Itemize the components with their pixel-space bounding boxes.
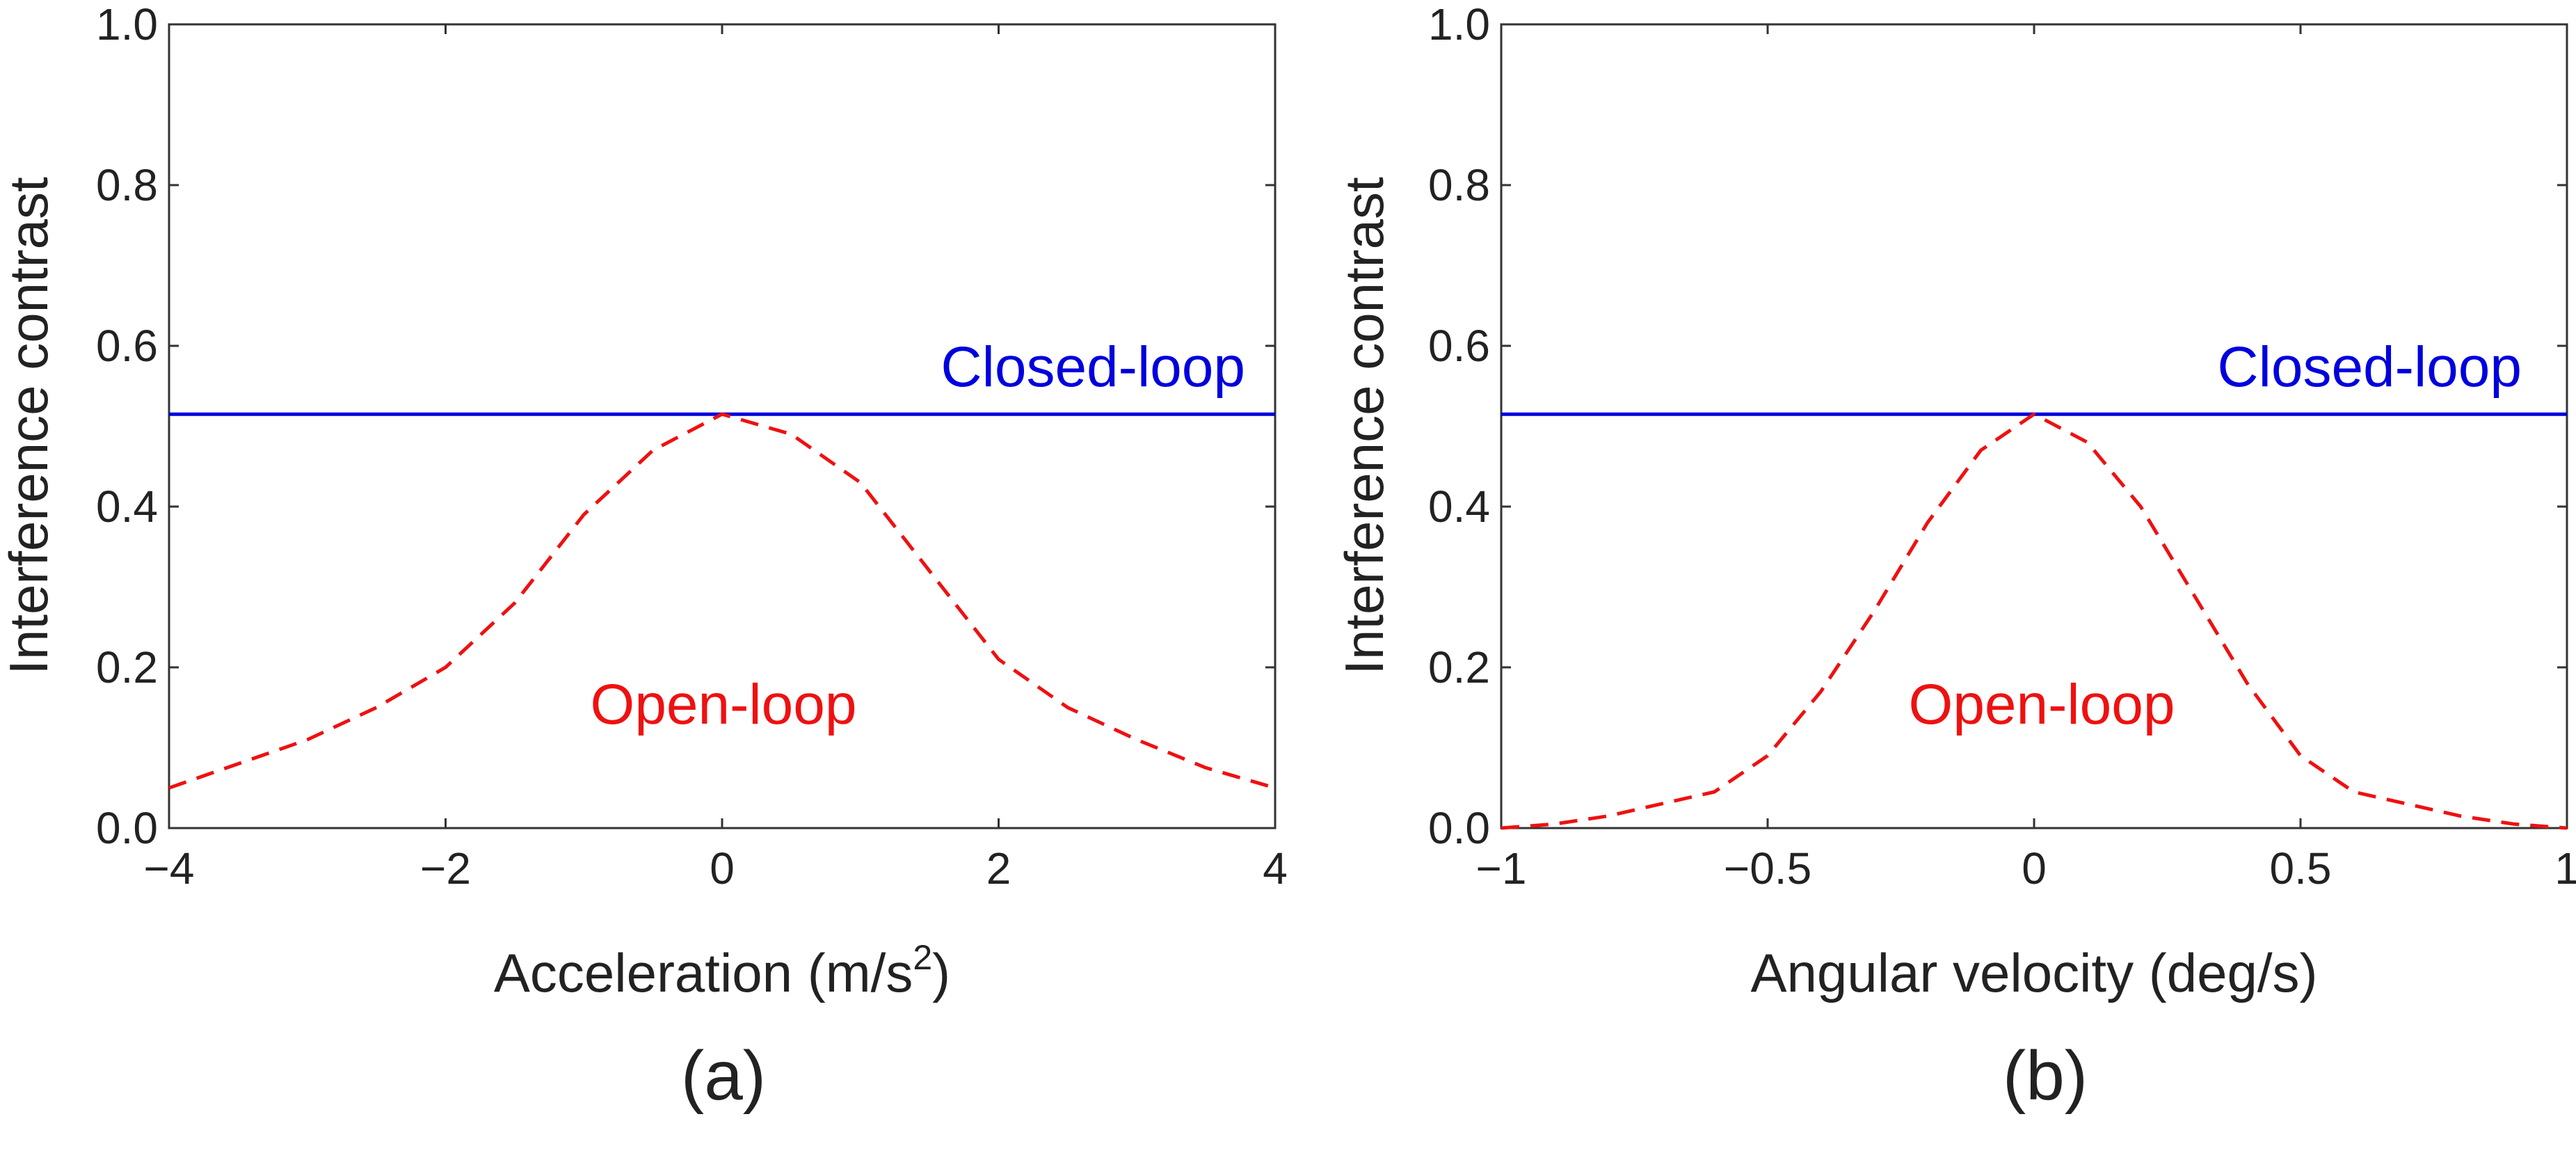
panel-b-label: (b) bbox=[2003, 1037, 2088, 1115]
panel-b-open-loop-label: Open-loop bbox=[1909, 673, 2175, 736]
panel-a-open-loop-line bbox=[168, 412, 1276, 790]
panel-a-y-axis-title: Interference contrast bbox=[0, 177, 59, 675]
panel-a-y-tick-label: 0.2 bbox=[96, 642, 158, 692]
panel-b-ticks: −1 −0.5 0 0.5 1 0.0 0.2 0.4 0.6 0.8 1.0 bbox=[1428, 0, 2576, 893]
panel-b-y-tick-label: 0.6 bbox=[1428, 321, 1490, 371]
panel-b-x-tick-label: −1 bbox=[1476, 843, 1527, 893]
panel-b: −1 −0.5 0 0.5 1 0.0 0.2 0.4 0.6 0.8 1.0 Closed-loo… bbox=[1334, 0, 2576, 1115]
panel-a-y-tick-label: 0.8 bbox=[96, 160, 158, 210]
panel-b-open-loop-line bbox=[1501, 412, 2568, 830]
panel-a-x-tick-label: −4 bbox=[144, 843, 195, 893]
panel-a-ticks: −4 −2 0 2 4 0.0 0.2 0.4 0.6 0.8 1.0 bbox=[96, 0, 1288, 893]
panel-b-y-axis-title: Interference contrast bbox=[1334, 177, 1395, 675]
panel-b-y-tick-label: 0.2 bbox=[1428, 642, 1490, 692]
panel-b-x-tick-label: 0.5 bbox=[2270, 843, 2332, 893]
panel-b-y-tick-label: 1.0 bbox=[1428, 0, 1490, 49]
panel-b-x-tick-label: 0 bbox=[2022, 843, 2047, 893]
panel-a-label: (a) bbox=[681, 1037, 766, 1115]
panel-a: −4 −2 0 2 4 0.0 0.2 0.4 0.6 0.8 1.0 Closed-loop Ope… bbox=[0, 0, 1288, 1115]
panel-b-y-tick-label: 0.0 bbox=[1428, 803, 1490, 853]
panel-a-closed-loop-label: Closed-loop bbox=[941, 335, 1245, 399]
panel-a-x-tick-label: 4 bbox=[1263, 843, 1288, 893]
panel-a-y-tick-label: 1.0 bbox=[96, 0, 158, 49]
panel-a-series: Closed-loop Open-loop bbox=[168, 335, 1276, 790]
panel-b-x-axis-title: Angular velocity (deg/s) bbox=[1750, 942, 2317, 1003]
panel-b-y-tick-label: 0.4 bbox=[1428, 482, 1490, 532]
panel-b-x-tick-label: −0.5 bbox=[1724, 843, 1811, 893]
panel-b-closed-loop-label: Closed-loop bbox=[2217, 335, 2522, 399]
panel-a-y-tick-label: 0.0 bbox=[96, 803, 158, 853]
panel-a-x-tick-label: 0 bbox=[710, 843, 735, 893]
panel-a-x-tick-label: 2 bbox=[986, 843, 1011, 893]
panel-a-x-axis-title-main: Acceleration (m/s bbox=[494, 942, 913, 1003]
panel-a-y-tick-label: 0.4 bbox=[96, 482, 158, 532]
panel-b-y-tick-label: 0.8 bbox=[1428, 160, 1490, 210]
panel-b-x-tick-label: 1 bbox=[2554, 843, 2576, 893]
panel-a-x-axis-title-superscript: 2 bbox=[913, 938, 932, 977]
panel-a-open-loop-label: Open-loop bbox=[591, 673, 857, 736]
panel-b-series: Closed-loop Open-loop bbox=[1501, 335, 2568, 830]
panel-a-x-axis-title: Acceleration (m/s2) bbox=[494, 938, 950, 1003]
panel-a-x-tick-label: −2 bbox=[420, 843, 471, 893]
panel-a-x-axis-title-suffix: ) bbox=[932, 942, 950, 1003]
panel-a-y-tick-label: 0.6 bbox=[96, 321, 158, 371]
